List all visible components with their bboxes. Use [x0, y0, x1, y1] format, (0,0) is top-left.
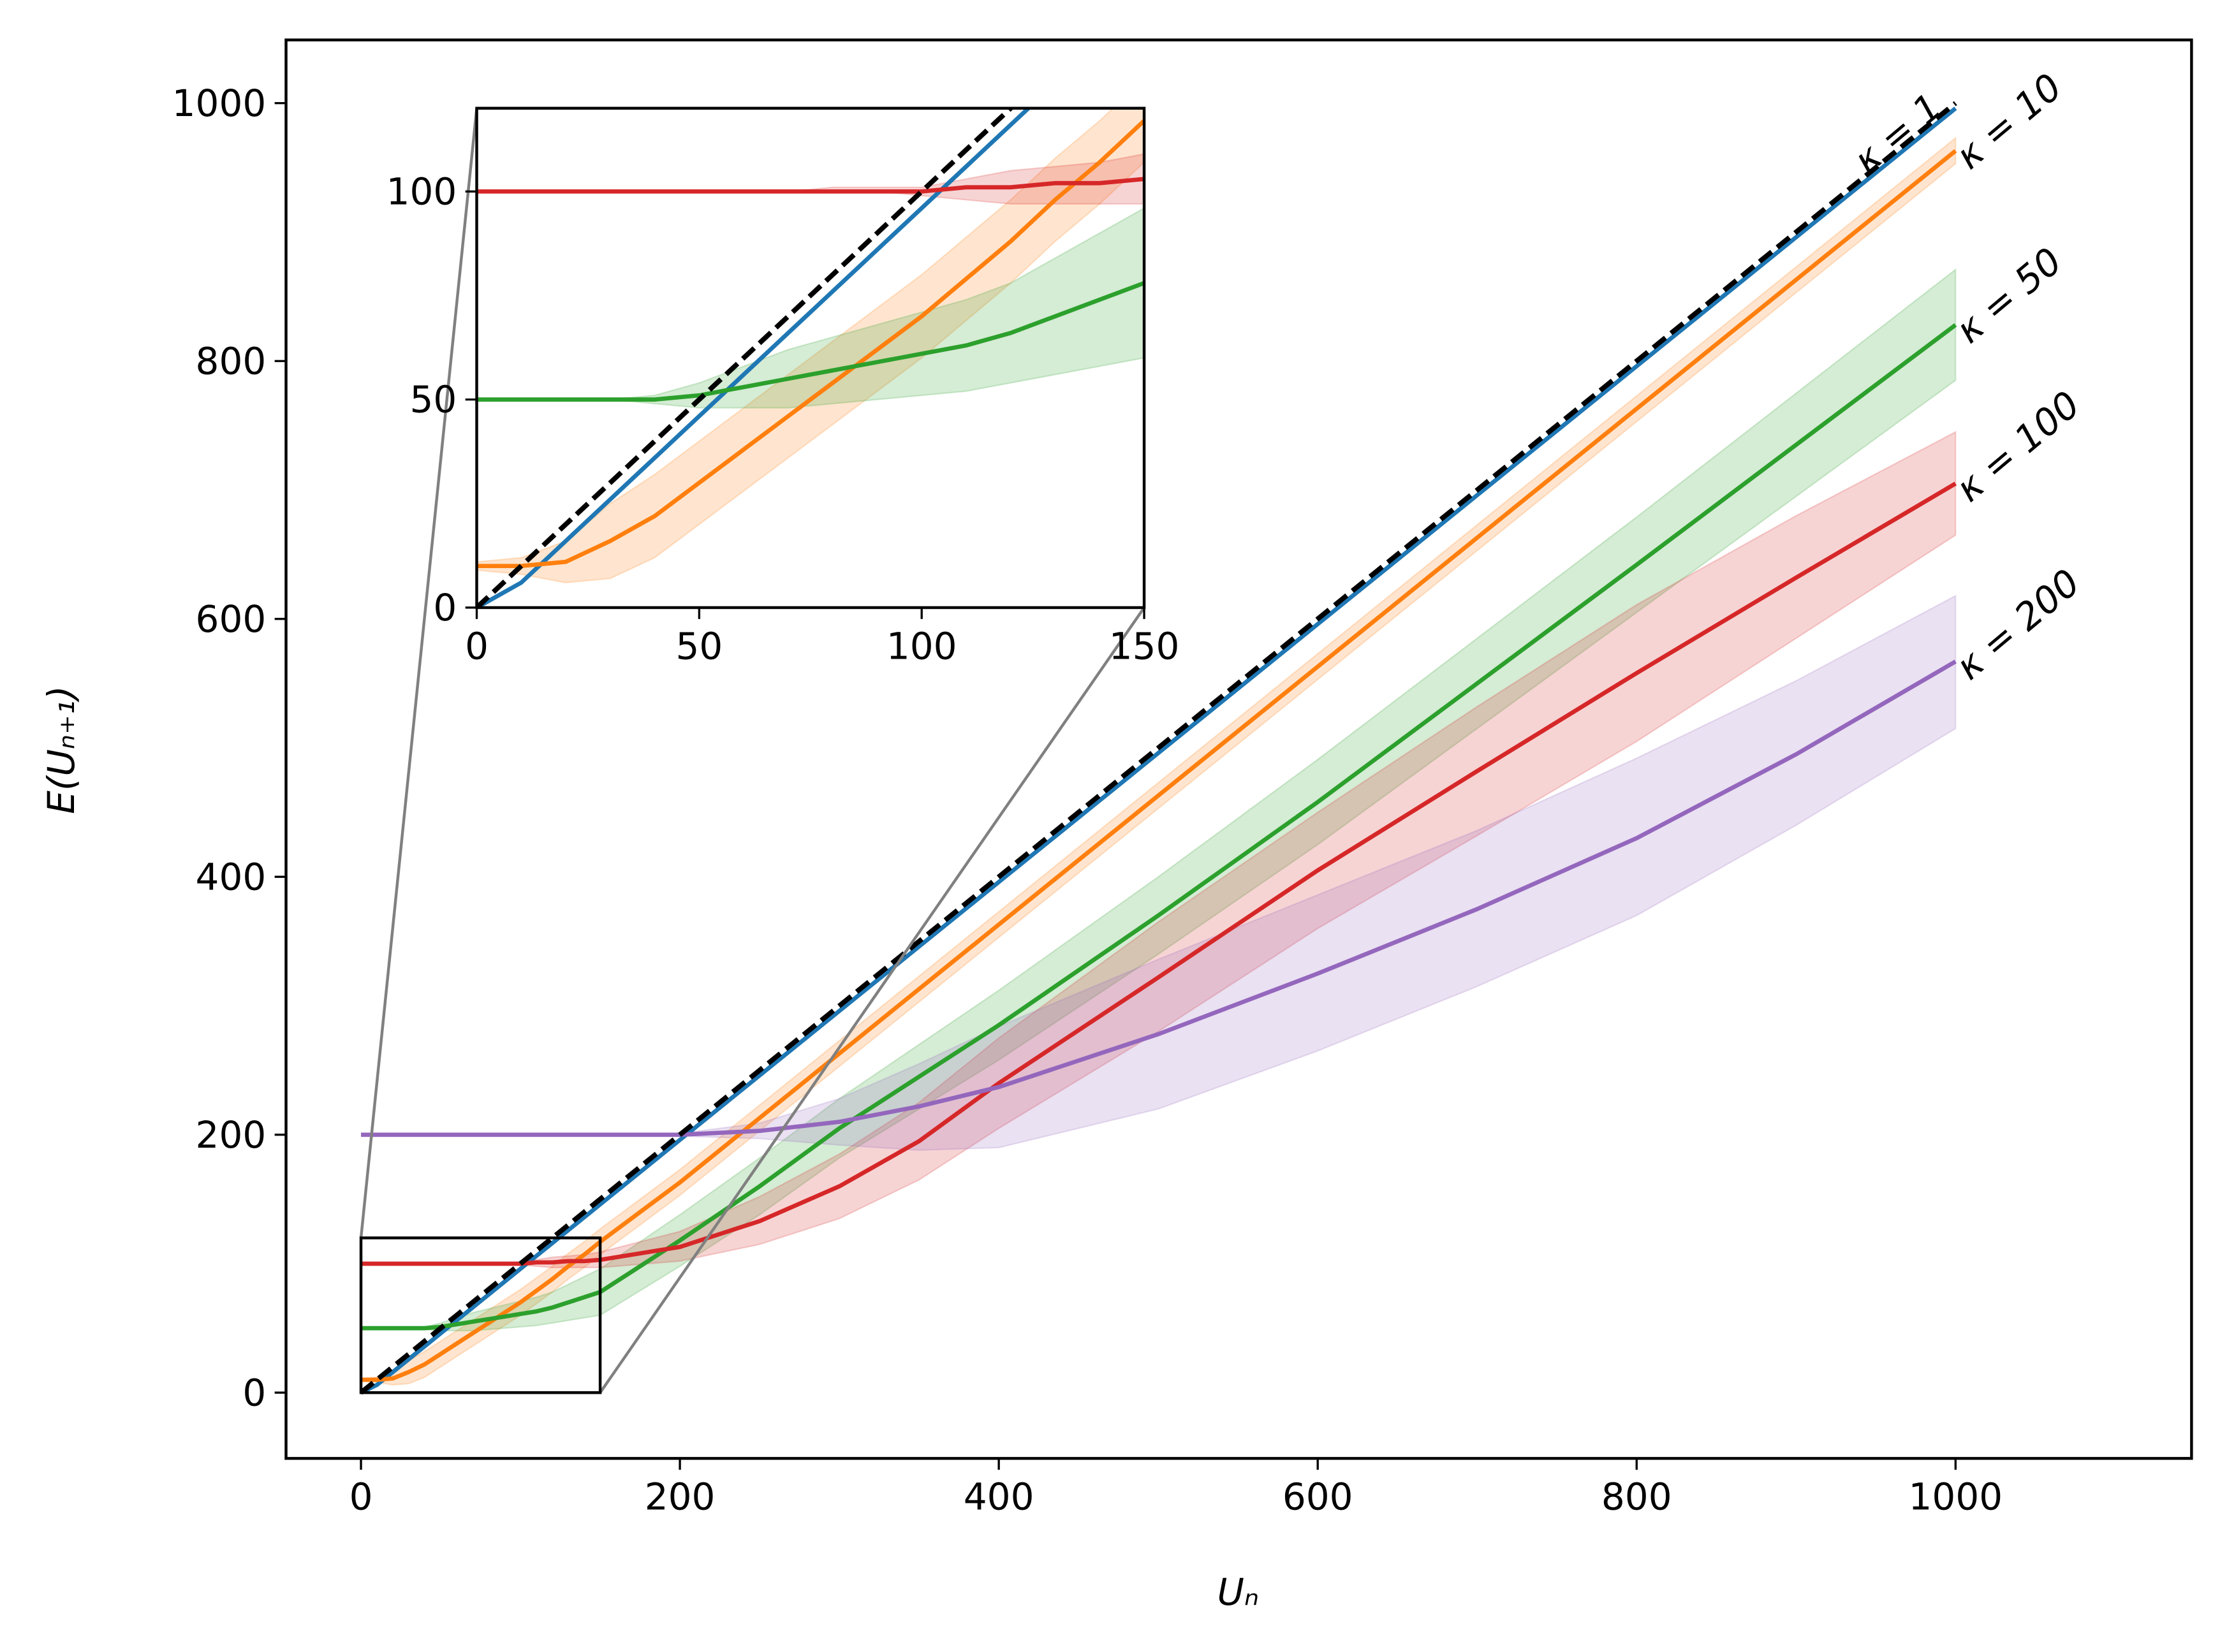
x-tick-label: 0 [349, 1475, 373, 1519]
y-tick-label: 200 [196, 1113, 267, 1157]
series-line [361, 481, 1957, 1266]
x-tick-label: 1000 [1909, 1475, 2003, 1519]
y-tick-label: 0 [242, 1371, 266, 1414]
x-tick-label: 600 [1283, 1475, 1353, 1519]
series-line [476, 280, 1145, 402]
confidence-band [476, 108, 1145, 583]
zoom-connector [599, 606, 1145, 1394]
series-line [361, 659, 1957, 1137]
confidence-band [360, 136, 1957, 1386]
x-tick-label: 200 [645, 1475, 716, 1519]
y-tick-label: 400 [196, 855, 267, 898]
plot-area [476, 108, 1145, 608]
series-line [476, 108, 1032, 608]
series-line [476, 177, 1145, 194]
x-tick-label: 50 [675, 624, 723, 668]
series-line [361, 149, 1957, 1382]
confidence-band [476, 207, 1145, 409]
x-tick-label: 100 [886, 624, 957, 668]
y-tick-label: 50 [409, 378, 457, 421]
x-tick-label: 0 [465, 624, 489, 668]
y-tick-label: 0 [433, 586, 457, 629]
axes-frame [475, 106, 1146, 610]
series-line [360, 106, 1957, 1395]
y-tick-label: 800 [196, 339, 267, 383]
x-tick-label: 150 [1109, 624, 1180, 668]
y-tick-label: 100 [386, 170, 457, 213]
series-line [476, 117, 1145, 569]
zoom-connector [359, 108, 478, 1238]
x-axis-label: Uₙ [1217, 1570, 1260, 1614]
zoom-box [359, 1236, 602, 1394]
x-tick-label: 400 [964, 1475, 1034, 1519]
reference-line [359, 101, 1957, 1395]
axes-frame [284, 38, 2193, 1460]
series-line [361, 323, 1957, 1331]
y-axis-label: E(Uₙ₊₁) [40, 685, 83, 814]
y-tick-label: 600 [196, 597, 267, 641]
reference-line [476, 108, 1015, 608]
plot-area [359, 101, 1957, 1395]
x-tick-label: 800 [1601, 1475, 1672, 1519]
y-tick-label: 1000 [172, 82, 267, 125]
